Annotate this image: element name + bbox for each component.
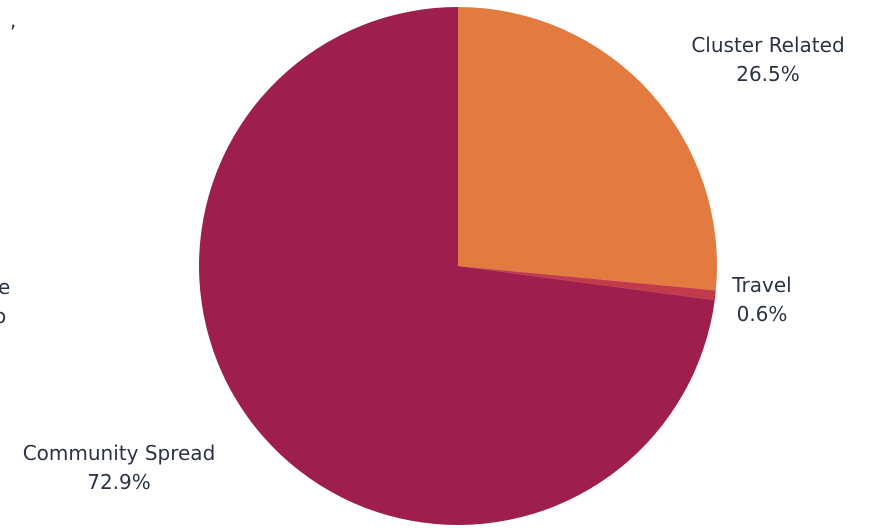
slice-value-label: 26.5% bbox=[736, 62, 800, 86]
pie-slice-cluster-related bbox=[458, 7, 717, 291]
pie-slice-travel bbox=[458, 266, 716, 301]
slice-value-label: 0.6% bbox=[737, 302, 788, 326]
slice-name-label: Community Spread bbox=[23, 441, 216, 465]
clipped-label-fragment-2: o bbox=[0, 304, 7, 328]
clipped-comma: , bbox=[10, 8, 17, 32]
slice-value-label: 72.9% bbox=[87, 470, 151, 494]
clipped-label-fragment-1: e bbox=[0, 275, 11, 299]
slice-name-label: Cluster Related bbox=[691, 33, 844, 57]
slice-name-label: Travel bbox=[731, 273, 791, 297]
pie-slice-community-spread bbox=[198, 7, 715, 525]
